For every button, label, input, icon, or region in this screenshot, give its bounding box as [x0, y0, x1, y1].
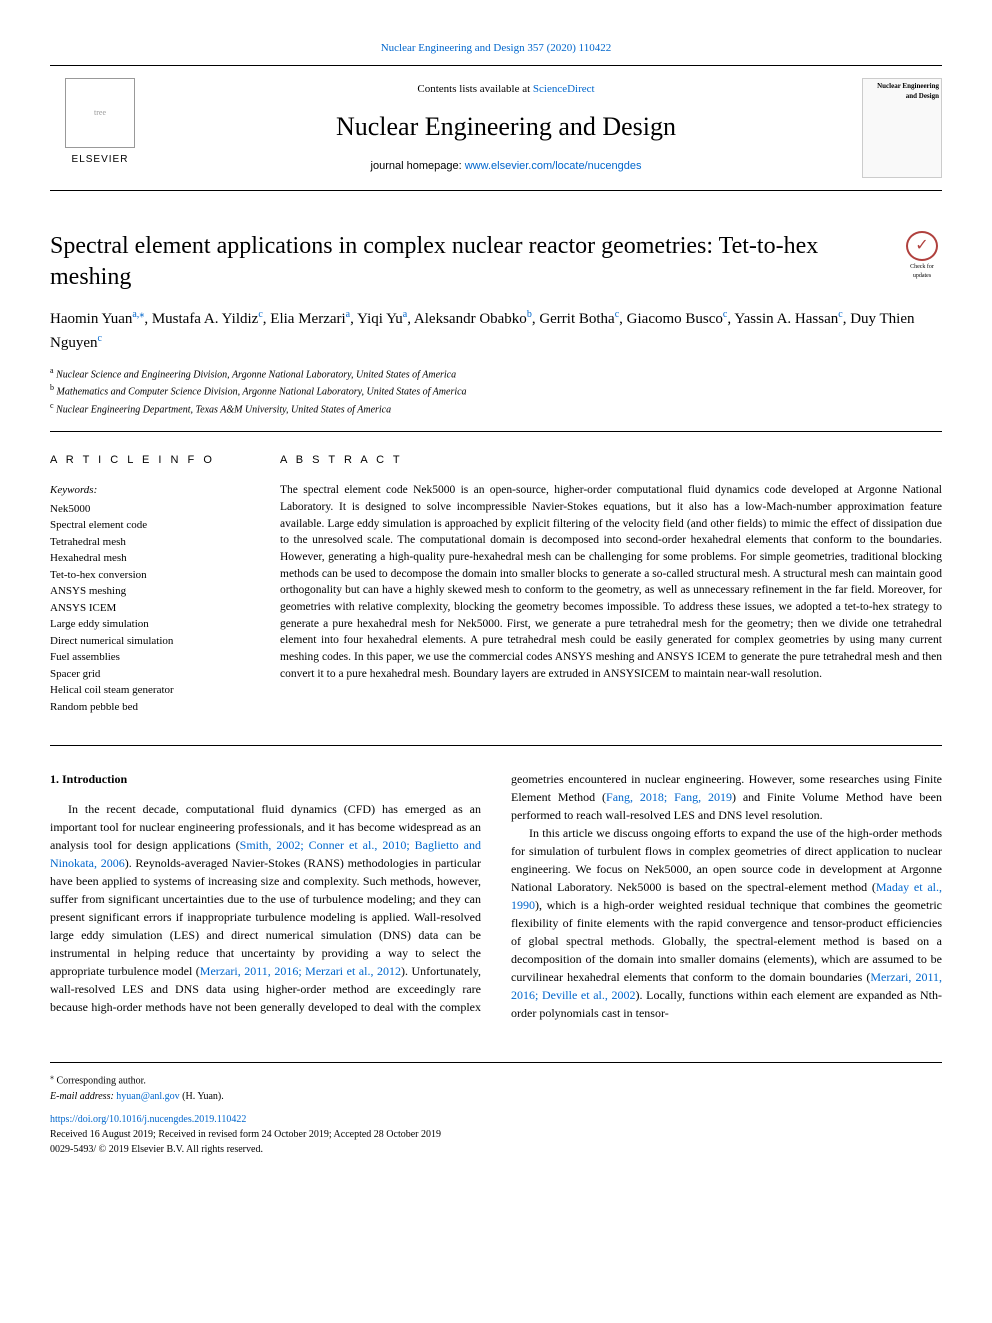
author-name: Haomin Yuan	[50, 311, 132, 327]
abstract-head: A B S T R A C T	[280, 452, 942, 469]
author-affil-sup[interactable]: c	[723, 309, 727, 320]
affil-text: Nuclear Science and Engineering Division…	[56, 369, 456, 380]
email-suffix: (H. Yuan).	[180, 1091, 224, 1102]
author: Yassin A. Hassanc	[734, 311, 842, 327]
article-info-column: A R T I C L E I N F O Keywords: Nek5000 …	[50, 452, 240, 716]
homepage-line: journal homepage: www.elsevier.com/locat…	[150, 158, 862, 175]
publisher-name: ELSEVIER	[72, 152, 129, 167]
author-name: Mustafa A. Yildiz	[152, 311, 259, 327]
doi-line: https://doi.org/10.1016/j.nucengdes.2019…	[50, 1112, 942, 1127]
email-line: E-mail address: hyuan@anl.gov (H. Yuan).	[50, 1089, 942, 1104]
issn-line: 0029-5493/ © 2019 Elsevier B.V. All righ…	[50, 1142, 942, 1157]
journal-header: tree ELSEVIER Contents lists available a…	[50, 65, 942, 191]
affil-sup: c	[50, 401, 54, 410]
author: Gerrit Bothac	[539, 311, 619, 327]
affil-sup: b	[50, 383, 54, 392]
keyword: Fuel assemblies	[50, 649, 240, 666]
doi-link[interactable]: https://doi.org/10.1016/j.nucengdes.2019…	[50, 1114, 246, 1125]
text-run: ). Reynolds-averaged Navier-Stokes (RANS…	[50, 856, 481, 978]
cover-thumb-title: Nuclear Engineering and Design	[865, 81, 939, 102]
author: Giacomo Buscoc	[627, 311, 728, 327]
email-label: E-mail address:	[50, 1091, 116, 1102]
author-affil-sup[interactable]: c	[98, 333, 102, 344]
homepage-prefix: journal homepage:	[371, 160, 465, 172]
section-heading: 1. Introduction	[50, 770, 481, 788]
body-section: 1. Introduction In the recent decade, co…	[50, 745, 942, 1022]
journal-name: Nuclear Engineering and Design	[150, 107, 862, 146]
keyword: ANSYS ICEM	[50, 600, 240, 617]
top-reference-link: Nuclear Engineering and Design 357 (2020…	[50, 40, 942, 57]
keyword: Spectral element code	[50, 517, 240, 534]
homepage-link[interactable]: www.elsevier.com/locate/nucengdes	[465, 160, 642, 172]
keywords-label: Keywords:	[50, 482, 240, 499]
affil-text: Nuclear Engineering Department, Texas A&…	[56, 404, 391, 415]
corr-marker: ⁎	[50, 1072, 54, 1081]
meta-row: A R T I C L E I N F O Keywords: Nek5000 …	[50, 452, 942, 716]
keyword: Hexahedral mesh	[50, 550, 240, 567]
keywords-list: Nek5000 Spectral element code Tetrahedra…	[50, 501, 240, 716]
author: Mustafa A. Yildizc	[152, 311, 263, 327]
elsevier-tree-icon: tree	[65, 78, 135, 148]
author-corr-sup[interactable]: ⁎	[139, 309, 144, 320]
paper-title: Spectral element applications in complex…	[50, 231, 890, 293]
author: Elia Merzaria	[270, 311, 350, 327]
journal-cover-thumbnail: Nuclear Engineering and Design	[862, 78, 942, 178]
citation-link[interactable]: Merzari, 2011, 2016; Merzari et al., 201…	[200, 964, 401, 978]
affil-sup: a	[50, 366, 54, 375]
author-name: Gerrit Botha	[539, 311, 614, 327]
affiliation: c Nuclear Engineering Department, Texas …	[50, 400, 942, 417]
author-affil-sup[interactable]: a	[346, 309, 350, 320]
footer: ⁎ Corresponding author. E-mail address: …	[50, 1062, 942, 1156]
author-name: Yiqi Yu	[357, 311, 403, 327]
keyword: Large eddy simulation	[50, 616, 240, 633]
author: Yiqi Yua	[357, 311, 407, 327]
corresponding-author: ⁎ Corresponding author.	[50, 1071, 942, 1088]
author-name: Aleksandr Obabko	[414, 311, 527, 327]
keyword: Tetrahedral mesh	[50, 534, 240, 551]
journal-ref-link[interactable]: Nuclear Engineering and Design 357 (2020…	[381, 42, 612, 54]
keyword: Nek5000	[50, 501, 240, 518]
author-name: Yassin A. Hassan	[734, 311, 838, 327]
keyword: Random pebble bed	[50, 699, 240, 716]
article-info-head: A R T I C L E I N F O	[50, 452, 240, 469]
author-affil-sup[interactable]: c	[838, 309, 842, 320]
check-icon: ✓	[906, 231, 938, 261]
divider	[50, 431, 942, 432]
author-affil-sup[interactable]: b	[527, 309, 532, 320]
corr-text: Corresponding author.	[57, 1076, 146, 1087]
email-link[interactable]: hyuan@anl.gov	[116, 1091, 179, 1102]
check-updates-badge[interactable]: ✓ Check for updates	[902, 231, 942, 281]
author-affil-sup[interactable]: a	[403, 309, 407, 320]
author-name: Elia Merzari	[270, 311, 345, 327]
contents-prefix: Contents lists available at	[417, 83, 532, 95]
abstract-column: A B S T R A C T The spectral element cod…	[280, 452, 942, 716]
paragraph: In this article we discuss ongoing effor…	[511, 824, 942, 1022]
keyword: Direct numerical simulation	[50, 633, 240, 650]
contents-line: Contents lists available at ScienceDirec…	[150, 81, 862, 98]
received-line: Received 16 August 2019; Received in rev…	[50, 1127, 942, 1142]
author-affil-sup[interactable]: c	[615, 309, 619, 320]
affil-text: Mathematics and Computer Science Divisio…	[57, 387, 467, 398]
author-name: Giacomo Busco	[627, 311, 723, 327]
header-center: Contents lists available at ScienceDirec…	[150, 81, 862, 175]
keyword: ANSYS meshing	[50, 583, 240, 600]
affiliation: a Nuclear Science and Engineering Divisi…	[50, 365, 942, 382]
author: Haomin Yuana,⁎	[50, 311, 144, 327]
publisher-logo-block: tree ELSEVIER	[50, 78, 150, 178]
title-section: Spectral element applications in complex…	[50, 231, 942, 293]
check-label: Check for updates	[902, 263, 942, 281]
keyword: Spacer grid	[50, 666, 240, 683]
affiliations: a Nuclear Science and Engineering Divisi…	[50, 365, 942, 417]
citation-link[interactable]: Fang, 2018; Fang, 2019	[606, 790, 732, 804]
affiliation: b Mathematics and Computer Science Divis…	[50, 382, 942, 399]
sciencedirect-link[interactable]: ScienceDirect	[533, 83, 595, 95]
author-affil-sup[interactable]: c	[258, 309, 262, 320]
keyword: Tet-to-hex conversion	[50, 567, 240, 584]
authors-line: Haomin Yuana,⁎, Mustafa A. Yildizc, Elia…	[50, 307, 942, 355]
keyword: Helical coil steam generator	[50, 682, 240, 699]
author: Aleksandr Obabkob	[414, 311, 532, 327]
abstract-text: The spectral element code Nek5000 is an …	[280, 482, 942, 682]
